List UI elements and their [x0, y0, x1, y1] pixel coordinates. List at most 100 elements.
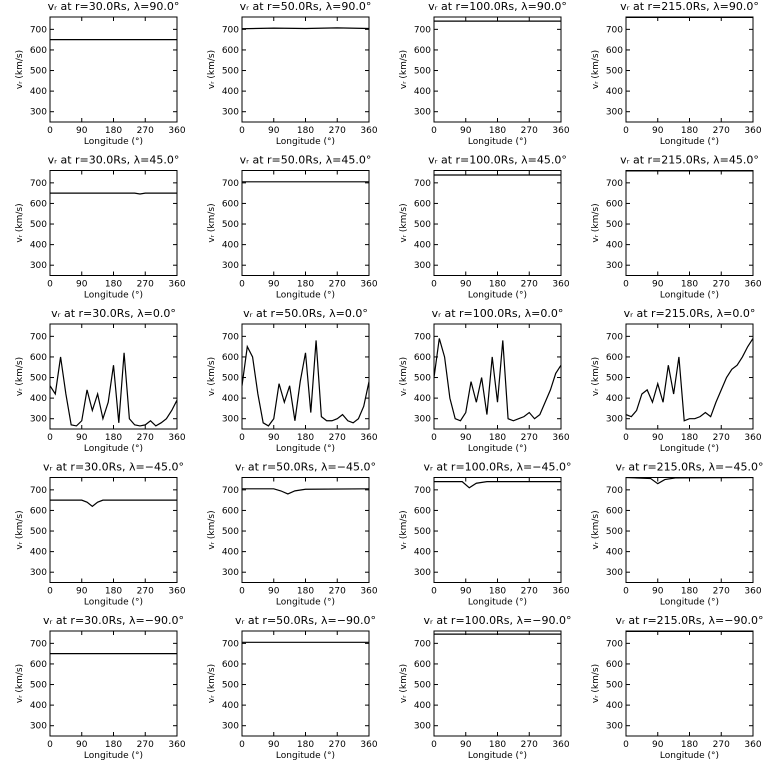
- plot-frame: [625, 16, 754, 123]
- x-tick-label: 90: [652, 126, 664, 136]
- x-tick-label: 90: [268, 433, 280, 443]
- y-tick-label: 700: [222, 332, 239, 342]
- y-tick-label: 300: [30, 415, 47, 425]
- y-tick-label: 700: [30, 639, 47, 649]
- x-tick-label: 180: [489, 587, 506, 597]
- plot-frame: [433, 170, 562, 276]
- y-tick-label: 700: [30, 25, 47, 35]
- y-tick-label: 600: [606, 353, 623, 363]
- x-axis-label: Longitude (°): [276, 291, 335, 301]
- x-tick-label: 180: [489, 280, 506, 290]
- x-tick-label: 90: [460, 280, 472, 290]
- y-tick-label: 600: [222, 46, 239, 56]
- x-axis-label: Longitude (°): [276, 444, 335, 454]
- panel: vᵣ at r=215.0Rs, λ=0.0° 0 90 180 270 360 300 40…: [591, 307, 762, 454]
- y-tick-label: 600: [30, 506, 47, 516]
- y-tick-label: 400: [606, 701, 623, 711]
- series: [50, 499, 177, 508]
- x-tick-label: 360: [744, 740, 761, 750]
- x-axis-label: Longitude (°): [468, 444, 527, 454]
- plot-frame: [625, 323, 754, 430]
- y-axis-label: vᵣ (km/s): [15, 357, 25, 396]
- x-tick-label: 0: [431, 587, 437, 597]
- data-line: [242, 27, 369, 30]
- y-tick-label: 300: [606, 722, 623, 732]
- plot-frame: [625, 630, 754, 737]
- panel: vᵣ at r=50.0Rs, λ=−45.0° 0 90 180 270 360 300 4…: [207, 461, 378, 608]
- y-tick-label: 500: [30, 374, 47, 384]
- y-tick-label: 500: [606, 527, 623, 537]
- x-tick-label: 360: [168, 433, 185, 443]
- x-tick-label: 90: [460, 433, 472, 443]
- x-tick-label: 360: [360, 587, 377, 597]
- y-tick-label: 500: [30, 681, 47, 691]
- y-tick-label: 400: [606, 241, 623, 251]
- y-tick-label: 300: [222, 722, 239, 732]
- x-tick-label: 360: [552, 280, 569, 290]
- x-tick-label: 360: [360, 280, 377, 290]
- data-line: [626, 338, 753, 422]
- panel: vᵣ at r=30.0Rs, λ=0.0° 0 90 180 270 360 300 400…: [15, 307, 186, 454]
- plot-frame: [433, 323, 562, 430]
- x-tick-label: 90: [268, 126, 280, 136]
- x-tick-label: 90: [76, 587, 88, 597]
- x-tick-label: 180: [105, 126, 122, 136]
- plot-frame: [241, 477, 370, 583]
- series: [50, 192, 177, 195]
- y-tick-label: 300: [222, 568, 239, 578]
- y-tick-label: 600: [222, 506, 239, 516]
- y-tick-label: 500: [30, 67, 47, 77]
- plot-frame: [241, 170, 370, 276]
- y-axis-label: vᵣ (km/s): [591, 50, 601, 89]
- series: [242, 488, 369, 495]
- x-tick-label: 270: [521, 433, 538, 443]
- series: [626, 477, 753, 485]
- panel: vᵣ at r=100.0Rs, λ=−90.0° 0 90 180 270 360 300…: [399, 614, 571, 761]
- plot-frame: [625, 170, 754, 276]
- x-tick-label: 90: [76, 280, 88, 290]
- y-tick-label: 700: [606, 332, 623, 342]
- y-tick-label: 500: [414, 220, 431, 230]
- y-tick-label: 600: [30, 353, 47, 363]
- y-tick-label: 400: [414, 701, 431, 711]
- chart-title: vᵣ at r=215.0Rs, λ=0.0°: [624, 307, 756, 320]
- x-tick-label: 180: [297, 587, 314, 597]
- y-tick-label: 700: [606, 486, 623, 496]
- plot-frame: [241, 16, 370, 123]
- plot-frame: [49, 630, 178, 737]
- x-tick-label: 180: [681, 740, 698, 750]
- x-tick-label: 90: [460, 126, 472, 136]
- x-tick-label: 0: [47, 740, 53, 750]
- y-tick-label: 700: [414, 486, 431, 496]
- plot-frame: [49, 16, 178, 123]
- chart-title: vᵣ at r=100.0Rs, λ=45.0°: [428, 154, 567, 167]
- y-axis-label: vᵣ (km/s): [207, 664, 217, 703]
- x-tick-label: 90: [76, 126, 88, 136]
- y-tick-label: 400: [222, 701, 239, 711]
- y-tick-label: 400: [222, 394, 239, 404]
- y-tick-label: 600: [222, 353, 239, 363]
- panel: vᵣ at r=50.0Rs, λ=45.0° 0 90 180 270 360 300 40…: [207, 154, 378, 301]
- x-tick-label: 0: [623, 126, 629, 136]
- y-tick-label: 400: [30, 394, 47, 404]
- y-tick-label: 700: [30, 486, 47, 496]
- y-axis-label: vᵣ (km/s): [399, 203, 409, 242]
- y-tick-label: 400: [222, 87, 239, 97]
- y-tick-label: 700: [30, 332, 47, 342]
- panel: vᵣ at r=30.0Rs, λ=45.0° 0 90 180 270 360 300 40…: [15, 154, 186, 301]
- y-tick-label: 500: [222, 527, 239, 537]
- x-tick-label: 270: [713, 280, 730, 290]
- y-axis-label: vᵣ (km/s): [207, 357, 217, 396]
- y-tick-label: 300: [414, 722, 431, 732]
- x-tick-label: 180: [105, 433, 122, 443]
- y-tick-label: 300: [606, 261, 623, 271]
- x-tick-label: 0: [623, 587, 629, 597]
- y-tick-label: 300: [30, 568, 47, 578]
- x-axis-label: Longitude (°): [660, 291, 719, 301]
- plot-frame: [625, 477, 754, 583]
- x-tick-label: 0: [239, 280, 245, 290]
- plot-frame: [433, 477, 562, 583]
- y-tick-label: 600: [414, 46, 431, 56]
- chart-title: vᵣ at r=215.0Rs, λ=45.0°: [620, 154, 759, 167]
- y-tick-label: 300: [222, 415, 239, 425]
